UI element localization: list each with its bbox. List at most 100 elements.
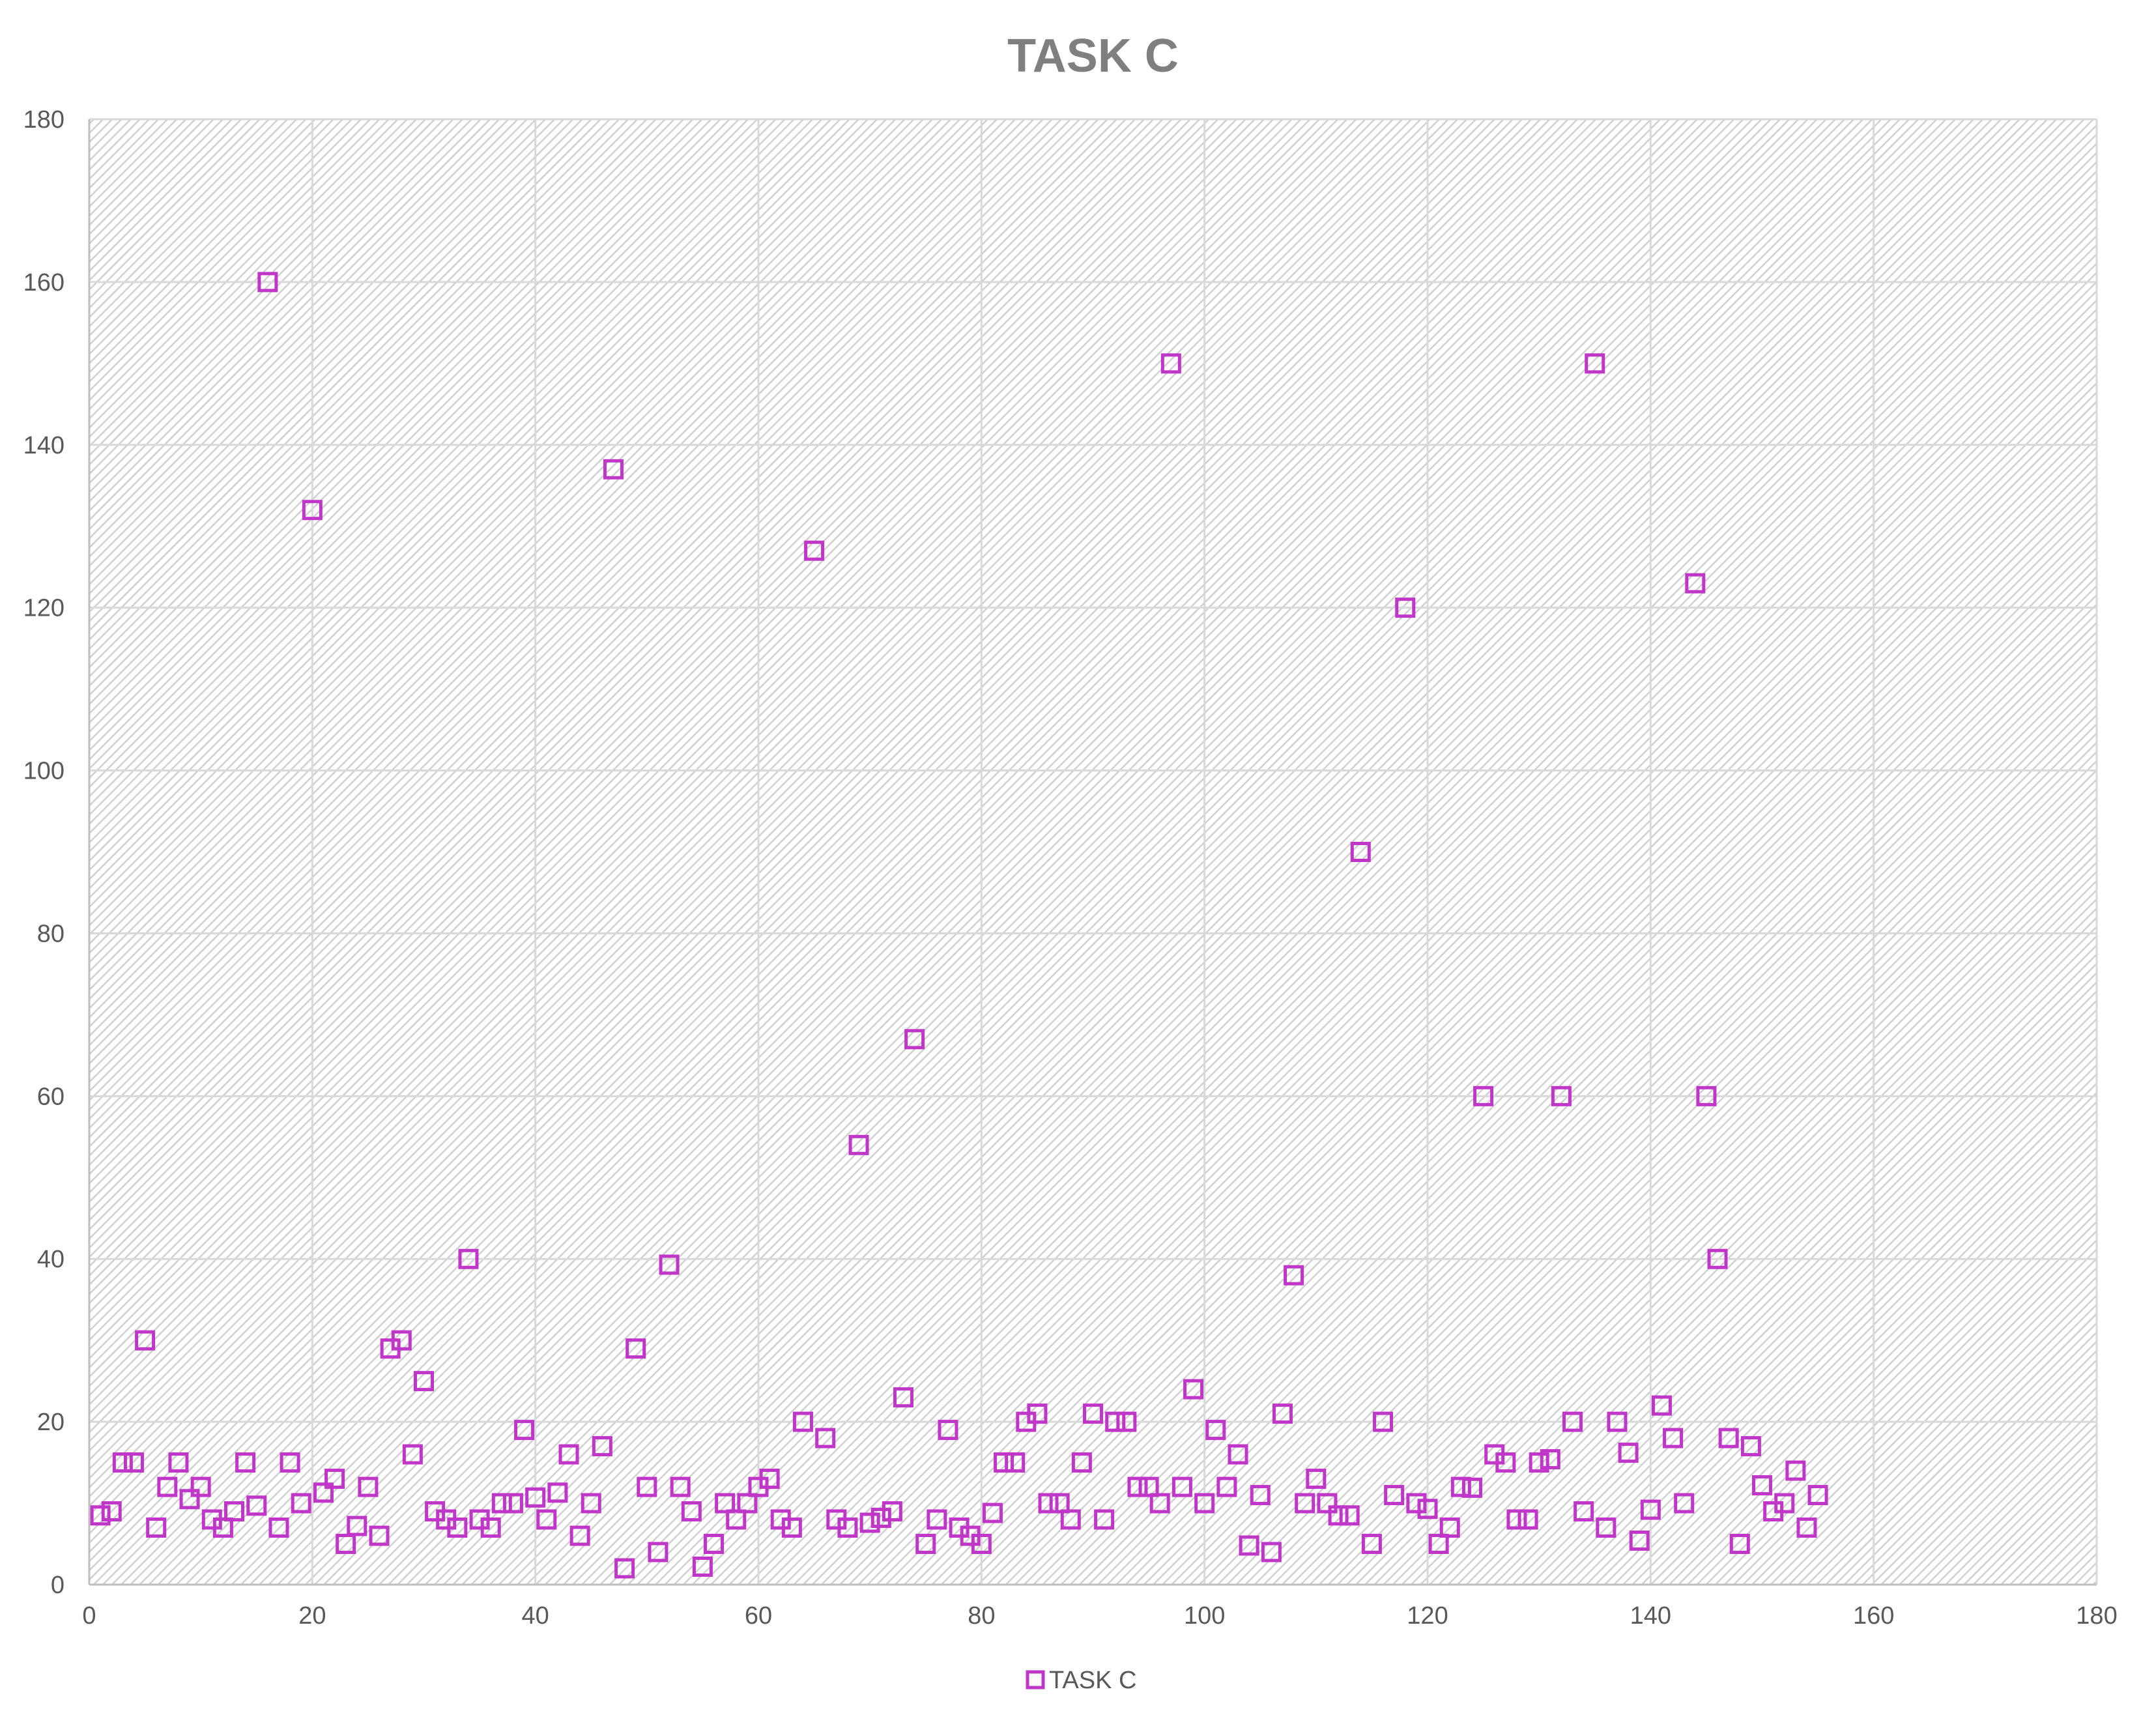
data-point	[915, 1534, 936, 1555]
data-point	[1027, 1403, 1048, 1424]
data-point	[637, 1476, 657, 1497]
data-point	[268, 1517, 289, 1538]
data-point	[1384, 1485, 1405, 1506]
data-point	[1005, 1452, 1026, 1473]
data-point	[1417, 1499, 1438, 1519]
data-point	[1138, 1476, 1159, 1497]
data-point	[1529, 1452, 1549, 1473]
data-point	[1094, 1509, 1115, 1530]
data-point	[224, 1501, 245, 1522]
data-point	[904, 1029, 925, 1050]
legend-label-task-c: TASK C	[1049, 1667, 1136, 1694]
data-point	[1740, 1436, 1761, 1457]
data-point	[1149, 1493, 1170, 1514]
data-point	[1194, 1493, 1215, 1514]
data-points	[90, 272, 1828, 1579]
y-tick-label: 0	[51, 1572, 65, 1599]
data-point	[1461, 1477, 1482, 1498]
data-point	[212, 1517, 233, 1538]
data-point	[1551, 1086, 1572, 1106]
data-point	[1607, 1411, 1628, 1432]
data-point	[514, 1420, 535, 1441]
data-point	[1160, 353, 1181, 374]
data-point	[1239, 1535, 1259, 1556]
data-point	[938, 1420, 958, 1441]
data-point	[670, 1476, 691, 1497]
data-point	[1562, 1411, 1583, 1432]
data-point	[592, 1436, 612, 1457]
x-tick-label: 180	[2076, 1602, 2117, 1630]
x-tick-label: 100	[1184, 1602, 1225, 1630]
data-point	[1395, 597, 1416, 618]
data-point	[625, 1338, 646, 1359]
x-tick-label: 140	[1630, 1602, 1671, 1630]
data-point	[502, 1493, 523, 1514]
data-point	[1350, 842, 1371, 862]
y-tick-label: 100	[23, 758, 65, 785]
data-point	[1261, 1542, 1282, 1562]
tick-labels: 0 20 40 60 80 100 120 140 160 180 0 20 40 60 80 100 120 1…	[23, 106, 2118, 1630]
data-point	[369, 1525, 390, 1546]
data-point	[681, 1501, 702, 1522]
data-point	[1651, 1395, 1672, 1416]
data-point	[1450, 1476, 1471, 1497]
y-tick-label: 40	[37, 1246, 65, 1273]
data-point	[715, 1493, 736, 1514]
data-point	[1127, 1476, 1148, 1497]
data-point	[927, 1509, 947, 1530]
data-point	[971, 1534, 992, 1555]
data-point	[1205, 1420, 1226, 1441]
data-point	[1116, 1411, 1137, 1432]
data-point	[1361, 1534, 1382, 1555]
data-point	[704, 1534, 725, 1555]
data-point	[1540, 1449, 1560, 1470]
data-point	[848, 1134, 869, 1155]
data-point	[1306, 1469, 1327, 1489]
x-tick-label: 40	[522, 1602, 549, 1630]
data-point	[146, 1517, 167, 1538]
data-point	[257, 272, 278, 293]
data-point	[1105, 1411, 1126, 1432]
data-point	[302, 500, 323, 521]
data-point	[1317, 1493, 1338, 1514]
x-tick-label: 120	[1407, 1602, 1448, 1630]
y-tick-label: 60	[37, 1083, 65, 1110]
data-point	[1183, 1379, 1204, 1400]
data-point	[781, 1517, 802, 1538]
data-point	[1284, 1265, 1304, 1286]
data-point	[1796, 1517, 1817, 1538]
y-tick-label: 160	[23, 269, 65, 296]
data-point	[1071, 1452, 1092, 1473]
data-point	[837, 1517, 858, 1538]
data-point	[190, 1476, 211, 1497]
y-tick-label: 180	[23, 106, 65, 134]
data-point	[1640, 1499, 1661, 1520]
data-point	[1585, 353, 1605, 374]
data-point	[246, 1495, 267, 1516]
data-point	[525, 1487, 546, 1508]
data-point	[547, 1482, 568, 1503]
data-point	[402, 1444, 423, 1465]
y-tick-label: 120	[23, 595, 65, 622]
data-point	[726, 1509, 747, 1530]
data-point	[280, 1452, 300, 1473]
data-point	[1049, 1493, 1070, 1514]
data-point	[792, 1411, 813, 1432]
data-point	[581, 1493, 601, 1514]
data-point	[603, 459, 624, 480]
data-point	[123, 1452, 144, 1473]
data-point	[458, 1248, 479, 1269]
data-point	[112, 1452, 133, 1473]
data-point	[1774, 1493, 1795, 1514]
data-point	[1228, 1444, 1248, 1465]
data-point	[859, 1512, 880, 1533]
data-point	[1718, 1428, 1739, 1448]
data-point	[1674, 1493, 1695, 1514]
data-point	[491, 1493, 512, 1514]
data-point	[1629, 1531, 1650, 1551]
data-point	[1171, 1476, 1192, 1497]
data-point	[1339, 1505, 1360, 1526]
data-point	[1083, 1403, 1103, 1424]
data-point	[692, 1557, 713, 1577]
data-point	[1406, 1493, 1427, 1514]
